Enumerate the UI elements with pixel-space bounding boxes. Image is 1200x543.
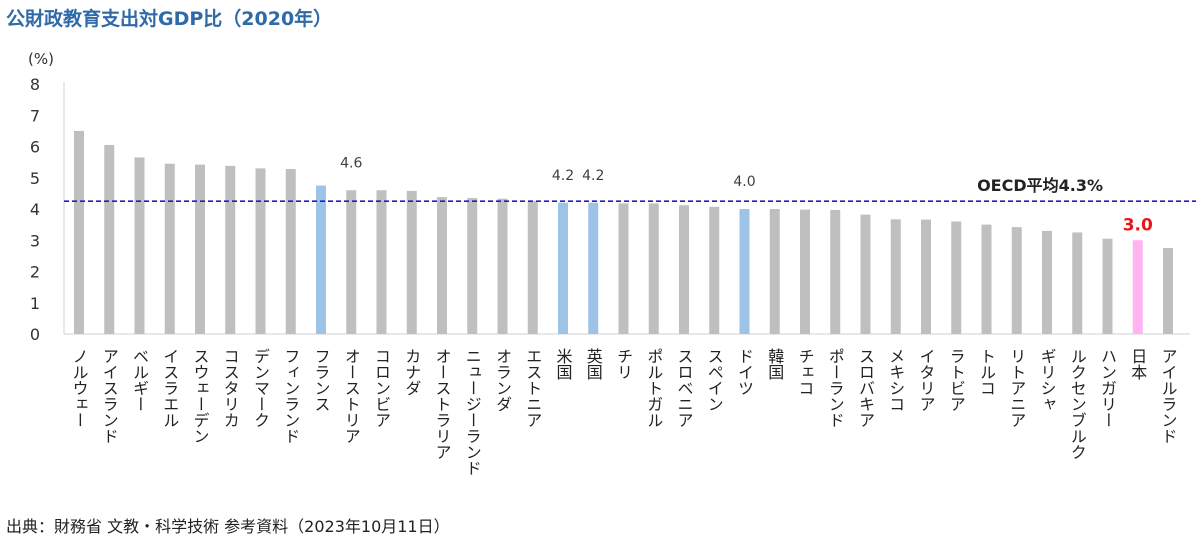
bar-29 xyxy=(921,219,931,334)
x-tick-label: ベルギー xyxy=(130,348,149,412)
y-tick-label: 6 xyxy=(30,138,40,157)
bar-30 xyxy=(951,221,962,334)
x-tick-label: コスタリカ xyxy=(221,348,240,428)
y-tick-label: 1 xyxy=(30,294,40,313)
bar-3 xyxy=(134,157,145,334)
source-note: 出典：財務省 文教・科学技術 参考資料（2023年10月11日） xyxy=(6,517,450,536)
bar-17 xyxy=(558,202,568,334)
x-tick-label: スウェーデン xyxy=(191,348,210,444)
bar-19 xyxy=(618,203,629,334)
bar-1 xyxy=(74,130,84,334)
bar-2 xyxy=(104,144,115,334)
bar-8 xyxy=(285,169,296,334)
bar-20 xyxy=(648,203,659,334)
x-tick-label: スロバキア xyxy=(856,348,875,428)
data-label: 4.6 xyxy=(340,155,362,171)
bar-11 xyxy=(376,190,387,334)
x-tick-label: ポーランド xyxy=(826,348,845,428)
bar-chart: (%) 0 1 2 3 4 5 6 7 8 OECD平均4.3% 4.6 4.2 4.2 4.0 3.0 ノルウ… xyxy=(28,50,1196,476)
x-tick-label: ハンガリー xyxy=(1098,348,1117,428)
y-tick-label: 3 xyxy=(30,231,40,250)
x-tick-label: フィンランド xyxy=(281,348,300,444)
bar-35 xyxy=(1102,238,1113,334)
x-tick-label: ニュージーランド xyxy=(463,348,482,476)
x-tick-label: ドイツ xyxy=(735,348,754,396)
x-tick-label: カナダ xyxy=(402,348,421,396)
bar-22 xyxy=(709,206,720,334)
page-title: 公財政教育支出対GDP比（2020年） xyxy=(6,8,333,30)
y-axis-unit-label: (%) xyxy=(28,50,54,68)
x-tick-label: チェコ xyxy=(796,348,815,396)
bar-36 xyxy=(1132,240,1143,334)
x-tick-label: フランス xyxy=(312,348,331,412)
data-label: 4.0 xyxy=(733,174,755,190)
bar-34 xyxy=(1072,232,1083,334)
x-tick-label: 日本 xyxy=(1128,348,1147,380)
x-tick-label: 米国 xyxy=(554,348,573,380)
y-tick-label: 5 xyxy=(30,169,40,188)
x-tick-label: ギリシャ xyxy=(1038,348,1057,412)
bar-16 xyxy=(527,201,538,334)
x-tick-label: オーストラリア xyxy=(433,348,452,460)
x-tick-label: オランダ xyxy=(493,348,512,412)
data-label: 3.0 xyxy=(1123,215,1153,235)
x-tick-label: エストニア xyxy=(523,348,542,428)
bar-23 xyxy=(739,209,750,334)
y-tick-label: 4 xyxy=(30,200,40,219)
bar-4 xyxy=(164,163,175,334)
bar-6 xyxy=(225,165,236,334)
bar-37 xyxy=(1163,248,1173,334)
x-tick-label: ポルトガル xyxy=(644,348,663,428)
x-tick-label: イタリア xyxy=(917,348,936,412)
bar-5 xyxy=(195,164,205,334)
y-tick-label: 0 xyxy=(30,325,40,344)
x-tick-label: リトアニア xyxy=(1007,348,1026,428)
x-tick-label: トルコ xyxy=(977,348,996,396)
x-tick-label: アイスランド xyxy=(100,348,119,444)
bar-7 xyxy=(255,168,266,334)
bar-33 xyxy=(1042,230,1052,334)
x-tick-label: アイルランド xyxy=(1159,348,1178,444)
bar-15 xyxy=(497,198,508,334)
y-tick-label: 2 xyxy=(30,263,40,282)
bar-12 xyxy=(406,190,417,334)
y-tick-label: 8 xyxy=(30,75,40,94)
x-tick-label: ルクセンブルク xyxy=(1068,348,1087,460)
bar-32 xyxy=(1011,227,1022,334)
x-tick-label: デンマーク xyxy=(251,348,270,428)
x-tick-label: 英国 xyxy=(584,348,603,380)
bar-14 xyxy=(467,198,478,334)
bar-28 xyxy=(890,219,901,334)
x-tick-label: コロンビア xyxy=(372,348,391,428)
x-tick-label: スロベニア xyxy=(675,348,694,428)
data-label: 4.2 xyxy=(552,168,574,184)
bar-10 xyxy=(346,190,357,334)
bar-21 xyxy=(679,205,689,334)
bar-31 xyxy=(981,224,992,334)
bar-18 xyxy=(588,202,599,334)
y-tick-label: 7 xyxy=(30,106,40,125)
bar-9 xyxy=(316,185,326,334)
x-tick-label: 韓国 xyxy=(765,348,784,380)
bar-25 xyxy=(800,209,810,334)
x-tick-label: メキシコ xyxy=(886,348,905,412)
data-label: 4.2 xyxy=(582,168,604,184)
x-tick-label: ノルウェー xyxy=(70,348,89,428)
bar-24 xyxy=(769,209,780,334)
x-tick-label: ラトビア xyxy=(947,348,966,412)
oecd-average-label: OECD平均4.3% xyxy=(977,176,1103,195)
x-tick-label: イスラエル xyxy=(160,348,179,428)
bar-13 xyxy=(437,197,447,334)
x-tick-label: スペイン xyxy=(705,348,724,412)
x-tick-label: チリ xyxy=(614,348,633,380)
bar-27 xyxy=(860,214,871,334)
x-tick-label: オーストリア xyxy=(342,348,361,444)
bar-26 xyxy=(830,209,841,334)
